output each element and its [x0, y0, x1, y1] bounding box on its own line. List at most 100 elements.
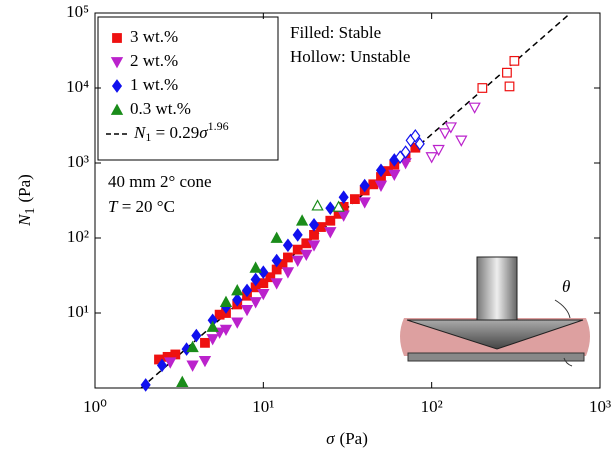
data-point [240, 304, 254, 317]
y-tick-label: 10² [67, 227, 89, 246]
data-point [176, 375, 189, 387]
plate [407, 352, 585, 362]
text-part: N [15, 213, 34, 227]
inset-diagram: θ [400, 256, 590, 367]
data-point [219, 295, 233, 307]
data-point [444, 122, 458, 134]
data-point [250, 272, 261, 287]
data-point [232, 292, 243, 307]
data-point [164, 357, 177, 369]
data-point [198, 355, 212, 368]
data-point [509, 55, 520, 66]
legend: 3 wt.%2 wt.%1 wt.%0.3 wt.%N1 = 0.29σ1.96 [97, 16, 279, 161]
data-point [206, 334, 219, 346]
data-point [307, 240, 321, 252]
data-point [186, 360, 199, 372]
data-point [358, 197, 371, 209]
data-point [374, 180, 388, 192]
data-point [468, 102, 481, 114]
legend-label: 3 wt.% [130, 27, 178, 46]
plate-pointer [563, 357, 573, 367]
text-part: 0.29 [169, 123, 199, 142]
legend-box [97, 16, 279, 161]
data-point [455, 135, 468, 147]
y-axis-label: N1 (Pa) [15, 174, 38, 227]
data-point [324, 227, 337, 239]
data-point [432, 144, 445, 157]
data-point [311, 199, 324, 211]
data-point [249, 261, 262, 273]
data-point [270, 231, 283, 243]
text-part: = [151, 123, 169, 142]
legend-marker [110, 103, 124, 115]
text-part: 1 [145, 130, 151, 144]
data-point [325, 201, 336, 215]
data-point [206, 320, 219, 332]
legend-label: 2 wt.% [130, 51, 178, 70]
annotation: Filled: Stable [290, 23, 381, 42]
text-part: σ [199, 123, 208, 142]
data-point [241, 283, 253, 298]
data-point [502, 67, 512, 78]
data-point [295, 214, 309, 226]
x-tick-label: 10⁰ [83, 397, 107, 416]
data-point [292, 228, 303, 242]
data-point [291, 255, 304, 267]
legend-label: 1 wt.% [130, 75, 178, 94]
legend-marker [112, 33, 122, 43]
data-point [219, 324, 233, 337]
data-point [156, 358, 168, 373]
data-point [249, 297, 262, 309]
y-tick-label: 10⁵ [66, 2, 89, 21]
text-part: 1 [23, 207, 38, 214]
text-part: σ [326, 429, 335, 448]
data-point [332, 200, 345, 212]
data-point [375, 163, 387, 178]
x-tick-label: 10³ [589, 397, 611, 416]
data-point [300, 249, 313, 262]
data-point [308, 217, 320, 232]
data-point [400, 145, 411, 159]
data-point [359, 178, 370, 193]
data-point [301, 238, 312, 249]
data-point [504, 81, 515, 92]
data-point [338, 190, 349, 205]
data-point [388, 169, 401, 182]
data-point [282, 238, 293, 253]
data-point [425, 152, 438, 164]
text-part: T [108, 197, 119, 216]
x-tick-label: 10² [421, 397, 443, 416]
legend-marker [110, 57, 124, 69]
y-tick-label: 10⁴ [66, 77, 89, 96]
data-point [231, 284, 244, 296]
data-point [325, 215, 336, 226]
plot-frame [94, 12, 601, 389]
angle-arc [554, 299, 571, 319]
text-part: (Pa) [340, 429, 368, 448]
legend-label: N1 = 0.29σ1.96 [133, 119, 229, 144]
data-point [414, 137, 425, 151]
data-point [231, 317, 244, 329]
data-point [438, 128, 452, 140]
data-point [265, 272, 276, 283]
angle-label: θ [562, 277, 570, 296]
data-point [186, 340, 199, 353]
x-tick-label: 10¹ [252, 397, 274, 416]
text-part: (Pa) [15, 174, 34, 202]
x-axis-label: σ (Pa) [326, 429, 368, 448]
data-point [200, 337, 210, 348]
legend-label: 0.3 wt.% [130, 99, 191, 118]
y-tick-label: 10³ [67, 152, 89, 171]
data-point [292, 244, 303, 255]
data-point [270, 278, 283, 290]
y-tick-label: 10¹ [67, 302, 89, 321]
data-point [257, 288, 270, 301]
data-point [410, 129, 421, 143]
data-point [477, 83, 488, 93]
annotation: Hollow: Unstable [290, 47, 410, 66]
data-point [281, 267, 295, 279]
text-part: = 20 °C [117, 197, 174, 216]
annotation: 40 mm 2° cone [108, 172, 212, 191]
data-point [191, 328, 202, 343]
